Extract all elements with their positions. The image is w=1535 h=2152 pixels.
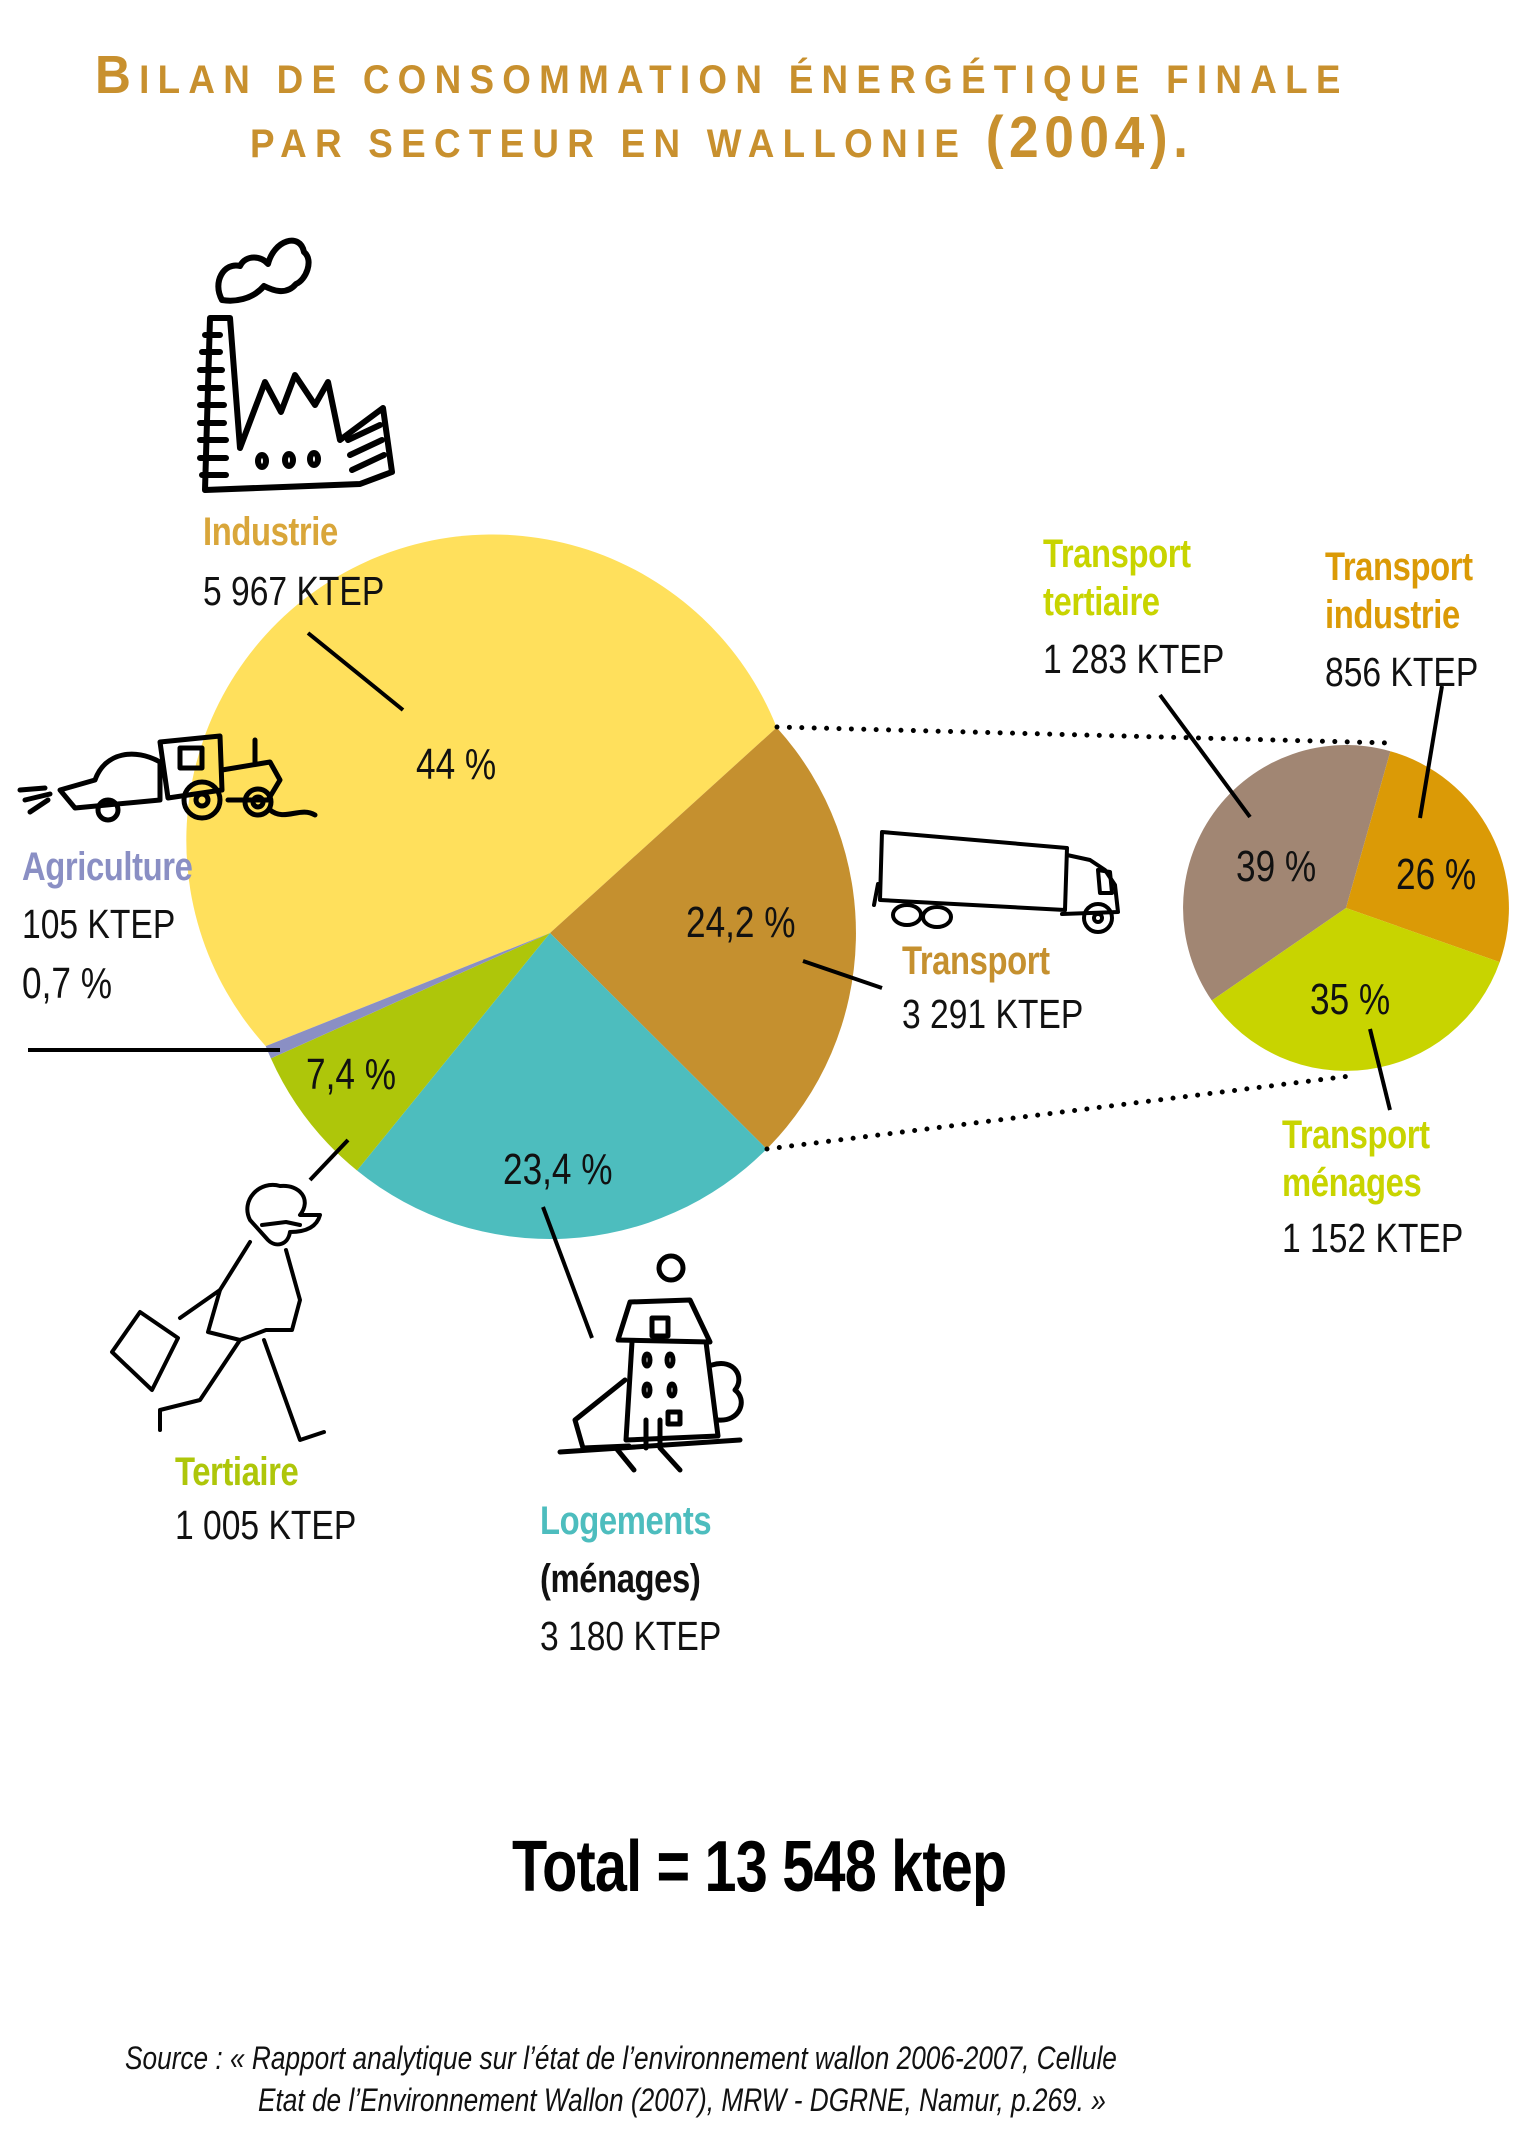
slice-agriculture[interactable] (265, 933, 550, 1059)
slice-transport-menages[interactable] (1211, 908, 1500, 1071)
legend-transport-tertiaire: Transport tertiaire 1 283 KTEP (1043, 530, 1264, 684)
label-agriculture: Agriculture (22, 845, 193, 889)
pct-transport-menages: 35 % (1310, 975, 1391, 1024)
value-logements: 3 180 KTEP (540, 1613, 722, 1659)
sublabel-logements: (ménages) (540, 1557, 701, 1601)
slice-logements[interactable] (357, 933, 767, 1240)
legend-transport-menages: Transport ménages 1 152 KTEP (1282, 1111, 1503, 1263)
pct-transport-tertiaire: 39 % (1236, 842, 1317, 891)
pct-tertiaire: 7,4 % (306, 1050, 397, 1099)
chart-title-line2: par secteur en Wallonie (2004). (250, 104, 1193, 171)
transport-pie (1183, 745, 1509, 1071)
legend-industrie: Industrie 5 967 KTEP (203, 508, 424, 616)
truck-icon (872, 830, 1120, 934)
source-line2: Etat de l’Environnement Wallon (2007), M… (258, 2082, 1106, 2118)
label-transport: Transport (902, 939, 1050, 983)
value-transport-menages: 1 152 KTEP (1282, 1215, 1464, 1261)
slice-transport-tertiaire[interactable] (1183, 745, 1391, 1001)
value-industrie: 5 967 KTEP (203, 568, 385, 614)
value-transport-tertiaire: 1 283 KTEP (1043, 636, 1225, 682)
leader-transport (802, 959, 883, 990)
value-transport: 3 291 KTEP (902, 991, 1084, 1037)
value-agriculture: 105 KTEP (22, 901, 176, 947)
legend-transport-industrie: Transport industrie 856 KTEP (1325, 543, 1512, 697)
leader-transport-industrie (1418, 685, 1444, 819)
label-logements: Logements (540, 1499, 712, 1543)
pct-industrie: 44 % (416, 740, 497, 789)
title-line1-text: ilan de consommation énergétique finale (139, 58, 1349, 102)
total-label: Total = 13 548 ktep (512, 1827, 1007, 1907)
title-initial: B (95, 45, 140, 105)
pct-transport: 24,2 % (686, 898, 796, 947)
pct-agriculture: 0,7 % (22, 959, 113, 1008)
tractor-icon (17, 733, 318, 823)
legend-logements: Logements (ménages) 3 180 KTEP (540, 1497, 761, 1661)
leader-transport-tertiaire (1158, 693, 1252, 819)
slice-tertiaire[interactable] (270, 933, 550, 1171)
leader-lines (28, 631, 1444, 1339)
pct-transport-industrie: 26 % (1396, 850, 1477, 899)
label-transport-menages-2: ménages (1282, 1161, 1422, 1205)
title-year: (2004). (985, 105, 1194, 170)
leader-logements (541, 1206, 594, 1339)
leader-tertiaire (308, 1138, 350, 1182)
source-line1: Source : « Rapport analytique sur l’état… (125, 2040, 1117, 2076)
value-tertiaire: 1 005 KTEP (175, 1502, 357, 1548)
chart-title-line1: Bilan de consommation énergétique finale (95, 44, 1349, 106)
main-pie (186, 534, 856, 1240)
dotted-connectors (764, 724, 1393, 1152)
legend-tertiaire: Tertiaire 1 005 KTEP (175, 1448, 396, 1550)
label-tertiaire: Tertiaire (175, 1450, 299, 1494)
label-transport-tertiaire-1: Transport (1043, 532, 1191, 576)
leader-industrie (306, 631, 405, 712)
label-transport-menages-1: Transport (1282, 1113, 1430, 1157)
label-transport-industrie-1: Transport (1325, 545, 1473, 589)
slice-industrie[interactable] (186, 534, 777, 1047)
value-transport-industrie: 856 KTEP (1325, 649, 1479, 695)
slice-transport-industrie[interactable] (1346, 751, 1509, 963)
legend-transport: Transport 3 291 KTEP (902, 937, 1123, 1039)
legend-agriculture: Agriculture 105 KTEP 0,7 % (22, 843, 230, 1009)
house-icon (557, 1253, 744, 1473)
walking-man-icon (110, 1182, 326, 1442)
factory-icon (197, 237, 395, 493)
label-transport-tertiaire-2: tertiaire (1043, 580, 1160, 624)
leader-transport-menages (1368, 1028, 1392, 1111)
title-line2-text: par secteur en Wallonie (250, 122, 986, 166)
pct-logements: 23,4 % (503, 1145, 613, 1194)
label-industrie: Industrie (203, 510, 338, 554)
label-transport-industrie-2: industrie (1325, 593, 1460, 637)
slice-transport[interactable] (550, 727, 856, 1150)
